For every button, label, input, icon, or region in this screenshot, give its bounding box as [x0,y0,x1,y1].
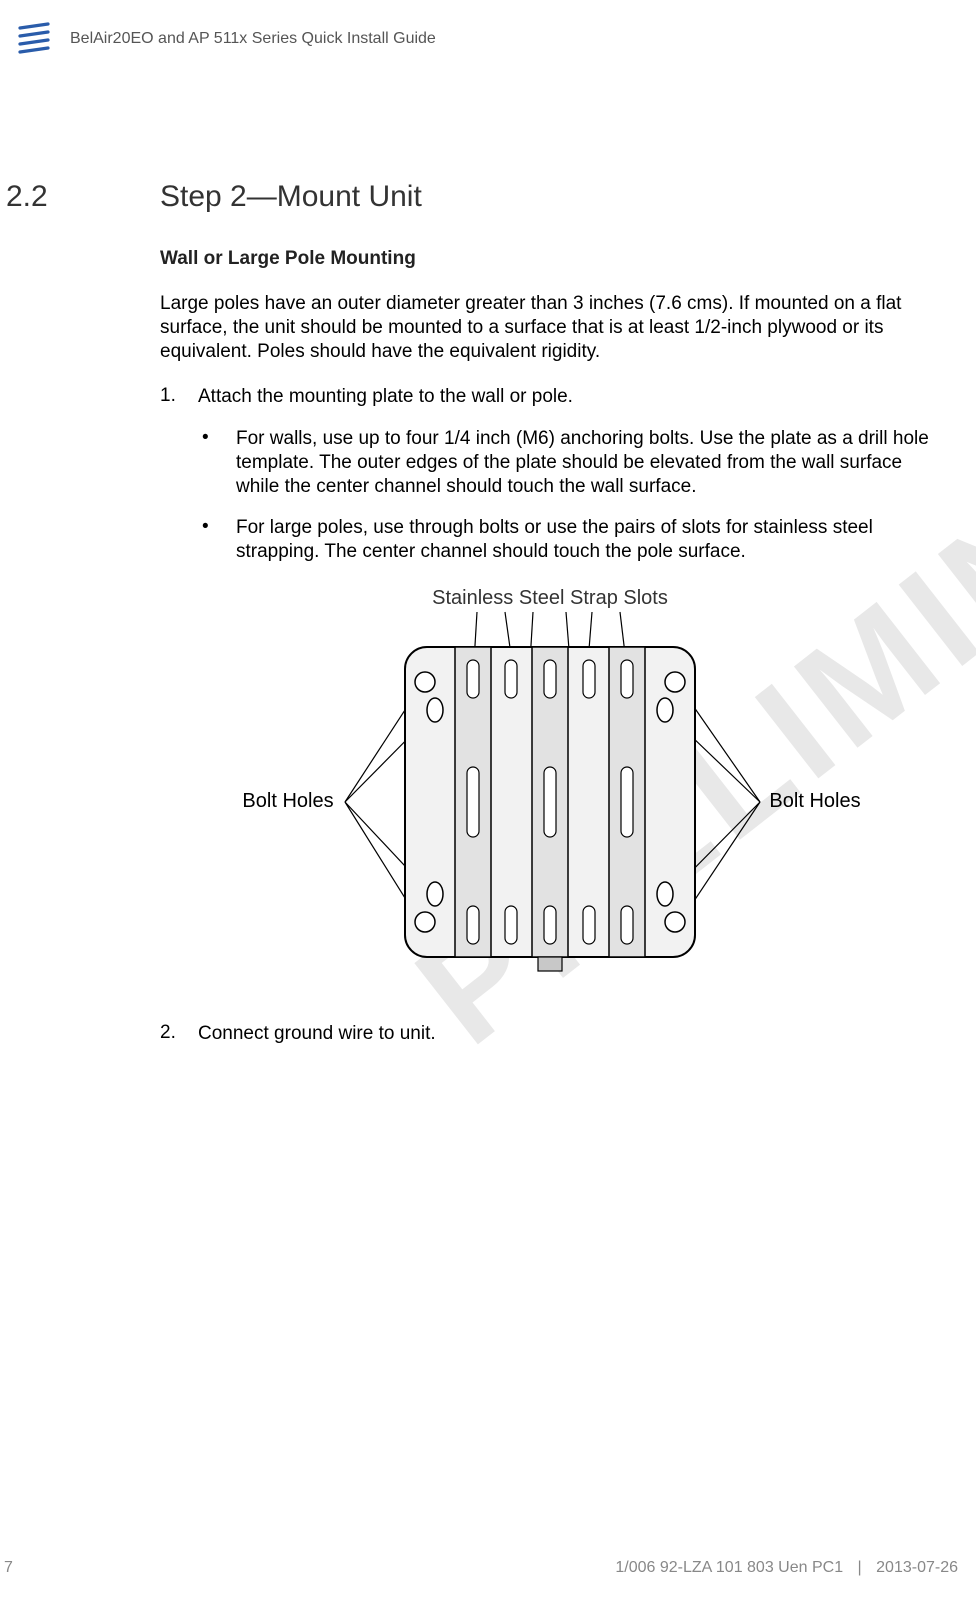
subheading: Wall or Large Pole Mounting [160,248,940,270]
bullet-marker-icon: • [198,516,236,564]
mounting-plate-diagram: Stainless Steel Strap Slots Bolt Holes B… [160,582,940,997]
intro-paragraph: Large poles have an outer diameter great… [160,292,940,363]
diagram-label-top: Stainless Steel Strap Slots [432,587,668,609]
footer-separator: | [858,1559,862,1576]
header-document-title: BelAir20EO and AP 511x Series Quick Inst… [70,30,436,48]
diagram-label-left: Bolt Holes [242,790,333,812]
document-page: PRELIMINARY BelAir20EO and AP 511x Serie… [0,0,976,1605]
page-footer: 7 1/006 92-LZA 101 803 Uen PC1 | 2013-07… [0,1559,976,1577]
step-1-text: Attach the mounting plate to the wall or… [198,385,573,409]
company-logo-icon [18,22,50,54]
step-1: 1. Attach the mounting plate to the wall… [160,385,940,409]
content-area: Wall or Large Pole Mounting Large poles … [160,248,940,1064]
bullet-list: • For walls, use up to four 1/4 inch (M6… [198,427,940,564]
bullet-1: • For walls, use up to four 1/4 inch (M6… [198,427,940,498]
footer-date: 2013-07-26 [876,1559,958,1576]
diagram-label-right: Bolt Holes [769,790,860,812]
mounting-plate-icon [405,647,695,971]
section-number: 2.2 [6,180,48,214]
footer-page-number: 7 [4,1559,13,1577]
bullet-2-text: For large poles, use through bolts or us… [236,516,940,564]
step-1-number: 1. [160,385,198,409]
section-title: Step 2—Mount Unit [160,180,422,214]
bullet-2: • For large poles, use through bolts or … [198,516,940,564]
step-2-text: Connect ground wire to unit. [198,1022,436,1046]
footer-doc-info: 1/006 92-LZA 101 803 Uen PC1 | 2013-07-2… [615,1559,958,1577]
bullet-marker-icon: • [198,427,236,498]
bullet-1-text: For walls, use up to four 1/4 inch (M6) … [236,427,940,498]
step-2-number: 2. [160,1022,198,1046]
step-2: 2. Connect ground wire to unit. [160,1022,940,1046]
footer-doc-id: 1/006 92-LZA 101 803 Uen PC1 [615,1559,843,1576]
